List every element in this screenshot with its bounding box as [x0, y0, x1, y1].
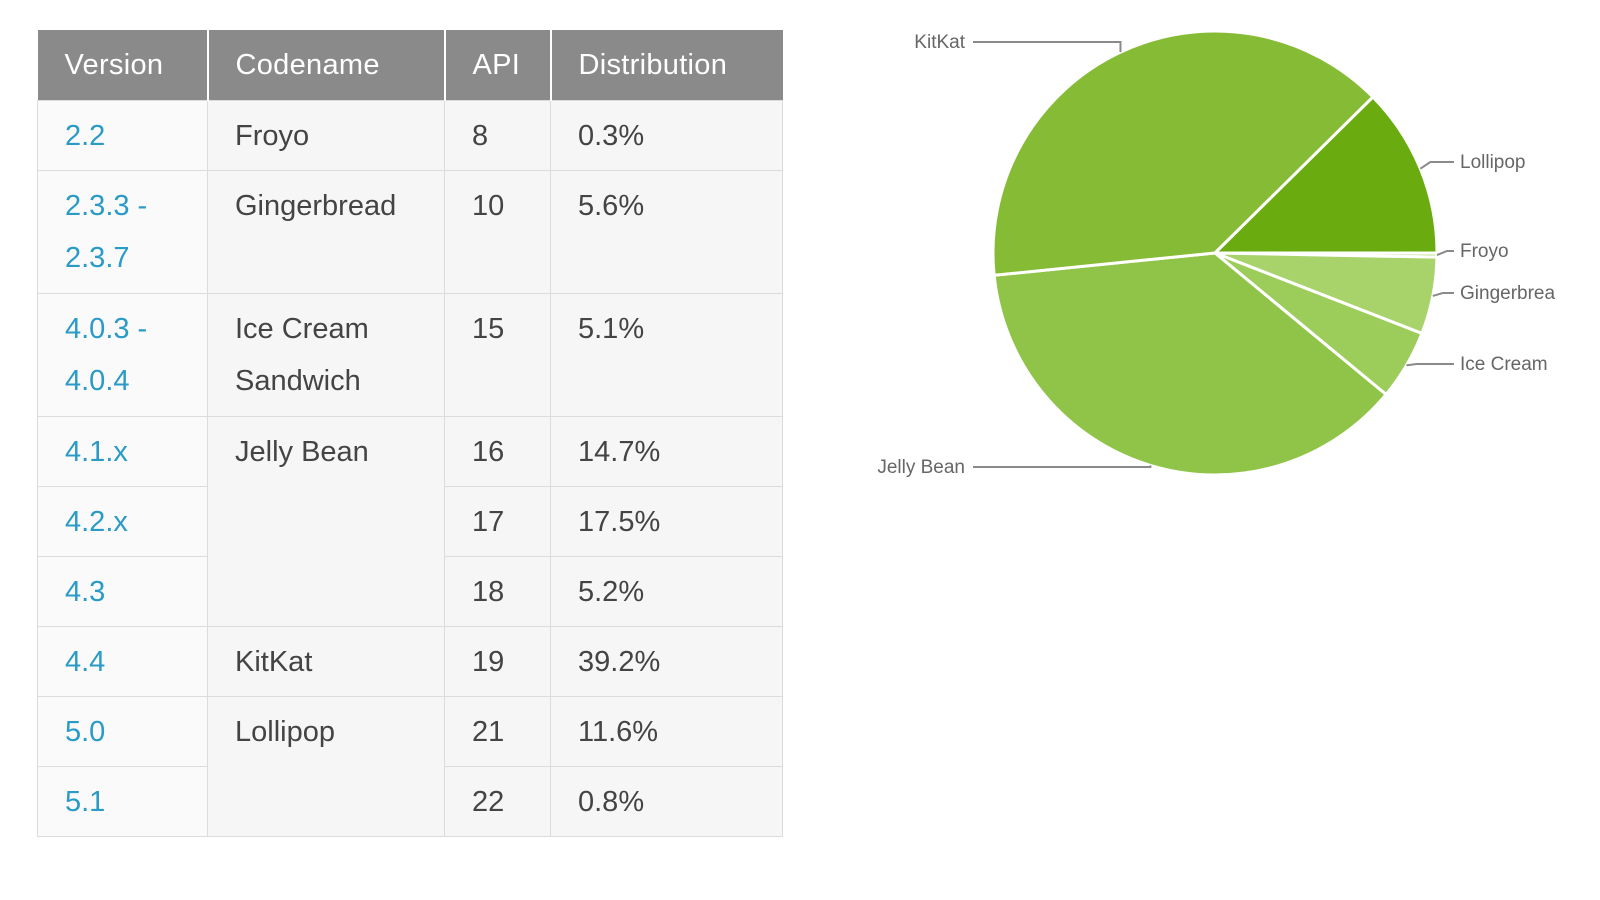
table-row: 5.1 22 0.8%: [37, 766, 783, 837]
api-cell: 21: [444, 696, 551, 767]
table-row: 5.0 Lollipop 21 11.6%: [37, 696, 783, 837]
table-row: 2.3.3 - 2.3.7 Gingerbread 10 5.6%: [37, 170, 783, 294]
leader-line-gingerbread: [1432, 292, 1454, 297]
pie-label-ice-cream: Ice Cream: [1460, 354, 1548, 375]
api-cell: 22: [444, 766, 551, 837]
pie-slices: [991, 29, 1439, 477]
distribution-cell: 0.3%: [550, 100, 783, 171]
table-row: 4.0.3 - 4.0.4 Ice Cream Sandwich 15 5.1%: [37, 293, 783, 417]
version-cell[interactable]: 2.2: [37, 100, 208, 171]
distribution-cell: 5.2%: [550, 556, 783, 627]
api-cell: 17: [444, 486, 551, 557]
version-cell[interactable]: 5.1: [37, 766, 208, 837]
leader-line-lollipop: [1419, 161, 1454, 170]
codename-cell: KitKat: [207, 626, 445, 697]
pie-labels: Froyo Gingerbrea Ice Cream Jelly Bean KitKat…: [877, 32, 1555, 478]
table-row: 4.1.x Jelly Bean 16 14.7%: [37, 416, 783, 627]
pie-label-kitkat: KitKat: [914, 32, 965, 53]
version-cell[interactable]: 5.0: [37, 696, 208, 767]
api-cell: 16: [444, 416, 551, 487]
version-cell[interactable]: 4.0.3 - 4.0.4: [37, 293, 208, 417]
distribution-cell: 11.6%: [550, 696, 783, 767]
pie-label-froyo: Froyo: [1460, 241, 1509, 262]
version-cell[interactable]: 4.2.x: [37, 486, 208, 557]
codename-cell: Jelly Bean: [207, 416, 445, 627]
version-cell[interactable]: 4.4: [37, 626, 208, 697]
leader-line-kitkat: [973, 41, 1122, 53]
api-cell: 15: [444, 293, 551, 417]
distribution-cell: 5.1%: [550, 293, 783, 417]
api-cell: 18: [444, 556, 551, 627]
pie-slice-kitkat[interactable]: [991, 29, 1376, 277]
api-cell: 19: [444, 626, 551, 697]
codename-cell: Gingerbread: [207, 170, 445, 294]
distribution-cell: 0.8%: [550, 766, 783, 837]
version-cell[interactable]: 4.3: [37, 556, 208, 627]
pie-label-jelly-bean: Jelly Bean: [877, 457, 965, 478]
pie-leader-lines: [973, 41, 1454, 468]
table-row: 4.4 KitKat 19 39.2%: [37, 626, 783, 697]
header-version: Version: [37, 30, 209, 101]
version-cell[interactable]: 2.3.3 - 2.3.7: [37, 170, 208, 294]
api-cell: 8: [444, 100, 551, 171]
distribution-pie-chart: Froyo Gingerbrea Ice Cream Jelly Bean KitKat…: [877, 29, 1555, 478]
api-cell: 10: [444, 170, 551, 294]
leader-line-jelly-bean: [973, 465, 1152, 468]
header-codename: Codename: [207, 30, 446, 101]
distribution-cell: 14.7%: [550, 416, 783, 487]
header-api: API: [444, 30, 552, 101]
table-header-row: Version Codename API Distribution: [37, 30, 783, 101]
leader-line-froyo: [1436, 250, 1454, 257]
leader-line-ice-cream: [1406, 363, 1454, 367]
header-distribution: Distribution: [550, 30, 783, 101]
codename-cell: Froyo: [207, 100, 445, 171]
table-row: 4.3 18 5.2%: [37, 556, 783, 627]
pie-slice-jelly-bean[interactable]: [992, 251, 1389, 477]
table-row: 4.2.x 17 17.5%: [37, 486, 783, 557]
table-row: 2.2 Froyo 8 0.3%: [37, 100, 783, 171]
codename-cell: Ice Cream Sandwich: [207, 293, 445, 417]
pie-label-gingerbread: Gingerbrea: [1460, 283, 1555, 304]
codename-cell: Lollipop: [207, 696, 445, 837]
distribution-table: Version Codename API Distribution 2.2 Fr…: [37, 30, 783, 837]
pie-label-lollipop: Lollipop: [1460, 152, 1526, 173]
distribution-cell: 39.2%: [550, 626, 783, 697]
version-cell[interactable]: 4.1.x: [37, 416, 208, 487]
distribution-cell: 5.6%: [550, 170, 783, 294]
distribution-cell: 17.5%: [550, 486, 783, 557]
